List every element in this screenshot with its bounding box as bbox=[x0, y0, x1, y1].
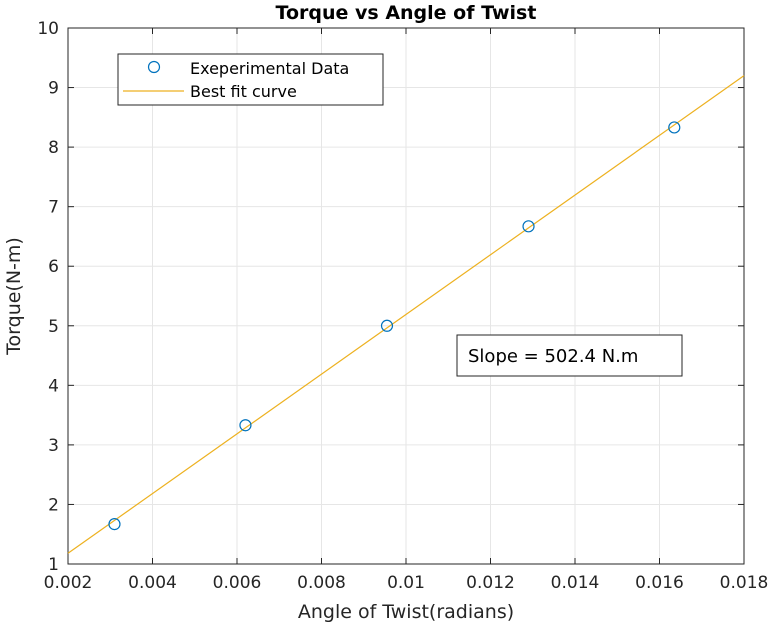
data-point bbox=[668, 121, 681, 134]
y-tick-label: 4 bbox=[48, 376, 59, 396]
y-tick-label: 8 bbox=[48, 138, 59, 158]
y-tick-label: 3 bbox=[48, 436, 59, 456]
y-gridlines bbox=[68, 87, 744, 505]
annotation-box bbox=[456, 334, 683, 377]
legend-marker-experimental bbox=[147, 60, 161, 74]
x-gridlines bbox=[152, 28, 660, 564]
data-point bbox=[522, 220, 535, 233]
x-tick-label: 0.014 bbox=[551, 573, 600, 593]
x-tick-label: 0.004 bbox=[128, 573, 177, 593]
legend-label-bestfit: Best fit curve bbox=[190, 82, 297, 101]
y-tick-label: 2 bbox=[48, 495, 59, 515]
y-tick-label: 6 bbox=[48, 257, 59, 277]
chart-title: Torque vs Angle of Twist bbox=[276, 2, 537, 24]
best-fit-line bbox=[67, 75, 745, 554]
legend-label-experimental: Exeperimental Data bbox=[190, 59, 349, 78]
y-tick-label: 7 bbox=[48, 198, 59, 218]
y-tick-label: 10 bbox=[37, 19, 59, 39]
x-axis-title: Angle of Twist(radians) bbox=[298, 601, 514, 623]
legend: Exeperimental Data Best fit curve bbox=[117, 53, 384, 106]
x-tick-label: 0.002 bbox=[44, 573, 93, 593]
y-axis-title: Torque(N-m) bbox=[3, 237, 25, 356]
y-ticks: 1 2 3 4 5 6 7 8 9 10 bbox=[37, 19, 744, 575]
x-tick-label: 0.016 bbox=[635, 573, 684, 593]
x-ticks: 0.002 0.004 0.006 0.008 0.01 0.012 0.014 0.016 0… bbox=[44, 28, 769, 593]
y-tick-label: 5 bbox=[48, 317, 59, 337]
x-tick-label: 0.018 bbox=[720, 573, 769, 593]
series-layer bbox=[67, 75, 745, 554]
data-point bbox=[239, 419, 252, 432]
slope-annotation: Slope = 502.4 N.m bbox=[456, 334, 683, 377]
annotation-text: Slope = 502.4 N.m bbox=[468, 346, 638, 367]
x-tick-label: 0.01 bbox=[387, 573, 425, 593]
y-tick-label: 9 bbox=[48, 79, 59, 99]
legend-box bbox=[117, 53, 384, 106]
data-point bbox=[380, 319, 394, 332]
x-tick-label: 0.008 bbox=[297, 573, 346, 593]
y-tick-label: 1 bbox=[48, 555, 59, 575]
x-tick-label: 0.012 bbox=[466, 573, 515, 593]
data-point bbox=[108, 517, 121, 531]
x-tick-label: 0.006 bbox=[213, 573, 262, 593]
